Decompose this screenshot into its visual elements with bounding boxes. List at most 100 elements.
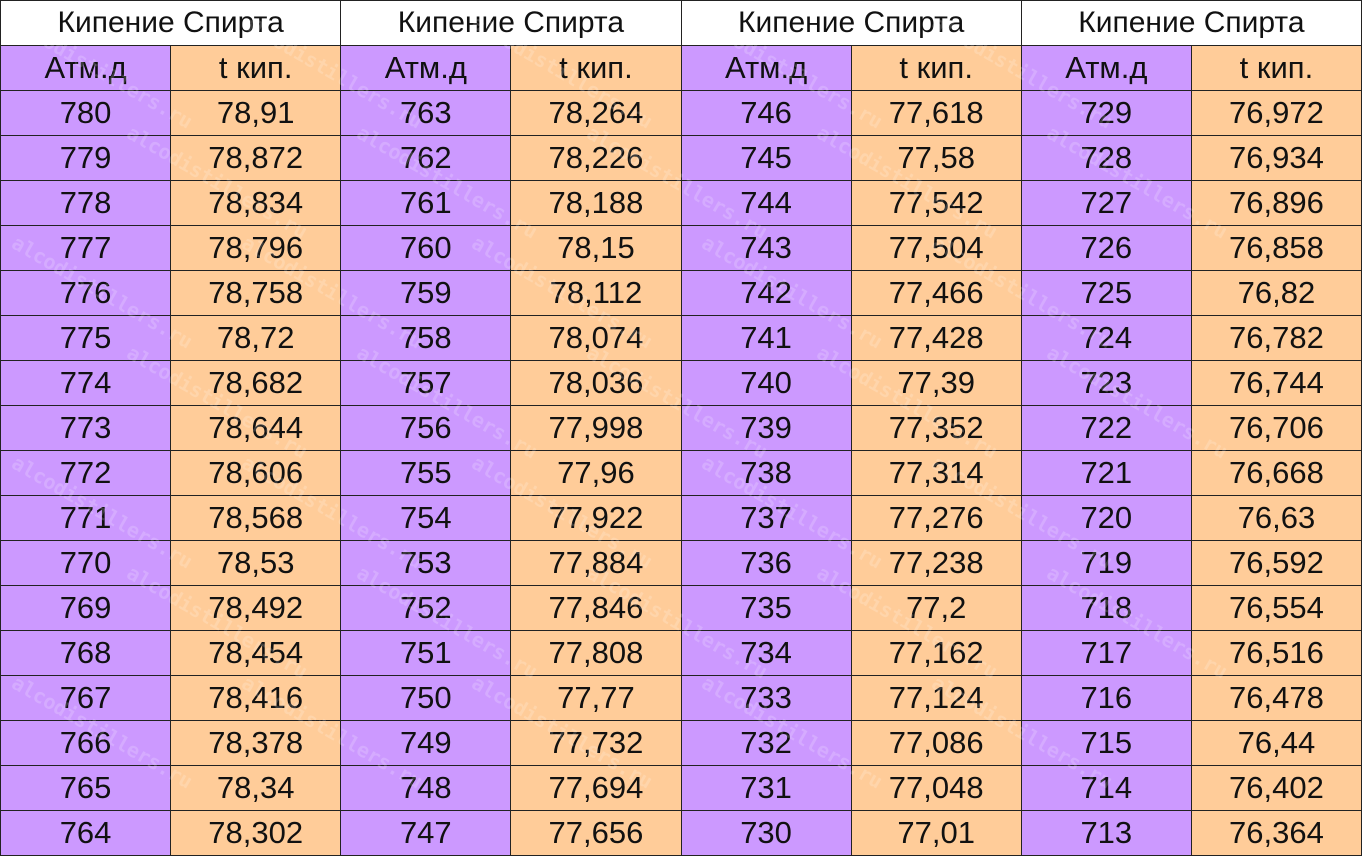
pressure-cell: 724: [1020, 315, 1192, 361]
boiling-temp-cell: 78,568: [170, 495, 342, 541]
boiling-temp-cell: 77,694: [510, 765, 682, 811]
pressure-cell: 758: [340, 315, 512, 361]
boiling-temp-cell: 77,504: [850, 225, 1022, 271]
pressure-cell: 779: [0, 135, 172, 181]
boiling-temp-cell: 78,416: [170, 675, 342, 721]
boiling-temp-cell: 78,226: [510, 135, 682, 181]
pressure-cell: 774: [0, 360, 172, 406]
table-row: 765 78,34 748 77,694 731 77,048 714 76,402: [0, 765, 1362, 811]
boiling-temp-cell: 76,364: [1190, 810, 1362, 856]
pressure-cell: 770: [0, 540, 172, 586]
boiling-temp-cell: 78,074: [510, 315, 682, 361]
table-row: 773 78,644 756 77,998 739 77,352 722 76,706: [0, 405, 1362, 451]
pressure-cell: 743: [680, 225, 852, 271]
table-row: 768 78,454 751 77,808 734 77,162 717 76,516: [0, 630, 1362, 676]
header-row: Атм.д t кип. Атм.д t кип. Атм.д t кип. Атм.д t …: [0, 45, 1362, 91]
boiling-temp-cell: 76,782: [1190, 315, 1362, 361]
pressure-cell: 745: [680, 135, 852, 181]
boiling-temp-cell: 76,478: [1190, 675, 1362, 721]
pressure-cell: 754: [340, 495, 512, 541]
boiling-temp-cell: 76,744: [1190, 360, 1362, 406]
pressure-cell: 750: [340, 675, 512, 721]
boiling-temp-cell: 76,554: [1190, 585, 1362, 631]
pressure-cell: 746: [680, 90, 852, 136]
boiling-temp-cell: 77,922: [510, 495, 682, 541]
boiling-temp-cell: 78,454: [170, 630, 342, 676]
pressure-cell: 728: [1020, 135, 1192, 181]
boiling-temp-cell: 77,884: [510, 540, 682, 586]
table-row: 776 78,758 759 78,112 742 77,466 725 76,82: [0, 270, 1362, 316]
boiling-temp-cell: 77,01: [850, 810, 1022, 856]
pressure-cell: 740: [680, 360, 852, 406]
table-row: 766 78,378 749 77,732 732 77,086 715 76,44: [0, 720, 1362, 766]
pressure-cell: 751: [340, 630, 512, 676]
table-row: 772 78,606 755 77,96 738 77,314 721 76,668: [0, 450, 1362, 496]
block-title: Кипение Спирта: [340, 0, 682, 46]
pressure-cell: 768: [0, 630, 172, 676]
pressure-cell: 721: [1020, 450, 1192, 496]
boiling-temp-cell: 77,276: [850, 495, 1022, 541]
pressure-cell: 719: [1020, 540, 1192, 586]
boiling-temp-cell: 77,2: [850, 585, 1022, 631]
pressure-cell: 752: [340, 585, 512, 631]
table-row: 770 78,53 753 77,884 736 77,238 719 76,592: [0, 540, 1362, 586]
pressure-cell: 723: [1020, 360, 1192, 406]
column-header-temperature: t кип.: [1190, 45, 1362, 91]
boiling-temp-cell: 78,112: [510, 270, 682, 316]
boiling-temp-cell: 76,972: [1190, 90, 1362, 136]
pressure-cell: 720: [1020, 495, 1192, 541]
boiling-temp-cell: 76,896: [1190, 180, 1362, 226]
boiling-temp-cell: 77,846: [510, 585, 682, 631]
table-row: 764 78,302 747 77,656 730 77,01 713 76,364: [0, 810, 1362, 856]
table-row: 779 78,872 762 78,226 745 77,58 728 76,934: [0, 135, 1362, 181]
pressure-cell: 778: [0, 180, 172, 226]
pressure-cell: 727: [1020, 180, 1192, 226]
boiling-temp-cell: 76,44: [1190, 720, 1362, 766]
boiling-temp-cell: 76,592: [1190, 540, 1362, 586]
pressure-cell: 748: [340, 765, 512, 811]
pressure-cell: 762: [340, 135, 512, 181]
pressure-cell: 765: [0, 765, 172, 811]
pressure-cell: 734: [680, 630, 852, 676]
block-title: Кипение Спирта: [680, 0, 1022, 46]
pressure-cell: 737: [680, 495, 852, 541]
pressure-cell: 756: [340, 405, 512, 451]
table-row: 771 78,568 754 77,922 737 77,276 720 76,63: [0, 495, 1362, 541]
pressure-cell: 775: [0, 315, 172, 361]
pressure-cell: 742: [680, 270, 852, 316]
table-row: 774 78,682 757 78,036 740 77,39 723 76,744: [0, 360, 1362, 406]
boiling-temp-cell: 78,53: [170, 540, 342, 586]
boiling-temp-cell: 76,402: [1190, 765, 1362, 811]
pressure-cell: 769: [0, 585, 172, 631]
pressure-cell: 738: [680, 450, 852, 496]
boiling-temp-cell: 77,58: [850, 135, 1022, 181]
pressure-cell: 718: [1020, 585, 1192, 631]
boiling-temp-cell: 77,466: [850, 270, 1022, 316]
boiling-temp-cell: 77,086: [850, 720, 1022, 766]
boiling-temp-cell: 78,796: [170, 225, 342, 271]
boiling-temp-cell: 77,352: [850, 405, 1022, 451]
boiling-temp-cell: 76,82: [1190, 270, 1362, 316]
table-row: 767 78,416 750 77,77 733 77,124 716 76,478: [0, 675, 1362, 721]
column-header-pressure: Атм.д: [1020, 45, 1192, 91]
pressure-cell: 764: [0, 810, 172, 856]
pressure-cell: 731: [680, 765, 852, 811]
pressure-cell: 717: [1020, 630, 1192, 676]
pressure-cell: 767: [0, 675, 172, 721]
boiling-temp-cell: 77,048: [850, 765, 1022, 811]
boiling-temp-cell: 78,682: [170, 360, 342, 406]
column-header-pressure: Атм.д: [340, 45, 512, 91]
boiling-temp-cell: 78,378: [170, 720, 342, 766]
pressure-cell: 732: [680, 720, 852, 766]
pressure-cell: 730: [680, 810, 852, 856]
pressure-cell: 776: [0, 270, 172, 316]
column-header-pressure: Атм.д: [0, 45, 172, 91]
pressure-cell: 757: [340, 360, 512, 406]
boiling-temp-cell: 77,428: [850, 315, 1022, 361]
pressure-cell: 741: [680, 315, 852, 361]
pressure-cell: 749: [340, 720, 512, 766]
pressure-cell: 755: [340, 450, 512, 496]
block-title: Кипение Спирта: [1020, 0, 1362, 46]
pressure-cell: 763: [340, 90, 512, 136]
boiling-temp-cell: 78,834: [170, 180, 342, 226]
